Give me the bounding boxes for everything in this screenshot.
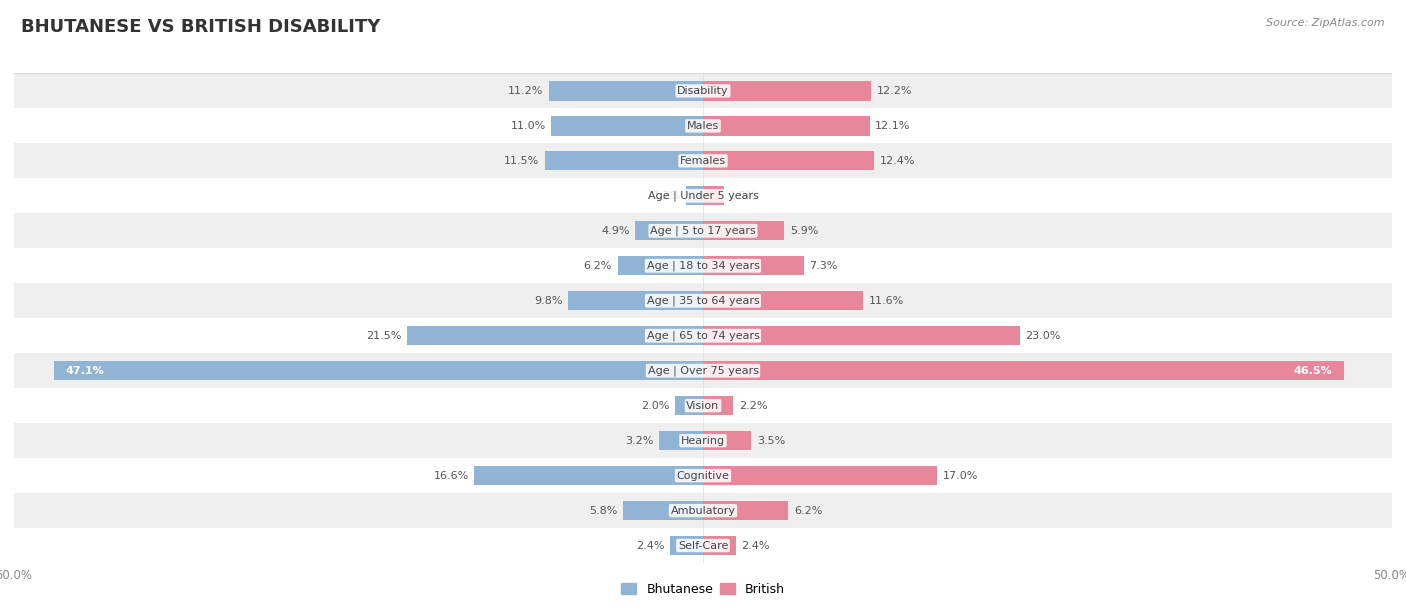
Text: Disability: Disability bbox=[678, 86, 728, 96]
Bar bbox=[636, 221, 703, 241]
Text: 12.2%: 12.2% bbox=[876, 86, 912, 96]
Text: Females: Females bbox=[681, 156, 725, 166]
Text: BHUTANESE VS BRITISH DISABILITY: BHUTANESE VS BRITISH DISABILITY bbox=[21, 18, 381, 36]
Text: Age | 35 to 64 years: Age | 35 to 64 years bbox=[647, 296, 759, 306]
Bar bbox=[551, 116, 703, 135]
Text: 1.5%: 1.5% bbox=[730, 191, 758, 201]
Bar bbox=[14, 493, 1392, 528]
Bar bbox=[703, 221, 785, 241]
Text: 12.4%: 12.4% bbox=[879, 156, 915, 166]
Text: Self-Care: Self-Care bbox=[678, 540, 728, 551]
Bar bbox=[703, 536, 737, 555]
Bar bbox=[669, 536, 703, 555]
Bar bbox=[14, 528, 1392, 563]
Text: Age | Under 5 years: Age | Under 5 years bbox=[648, 190, 758, 201]
Bar bbox=[14, 423, 1392, 458]
Text: 9.8%: 9.8% bbox=[534, 296, 562, 306]
Text: 7.3%: 7.3% bbox=[808, 261, 838, 271]
Bar bbox=[703, 186, 724, 206]
Bar bbox=[14, 178, 1392, 214]
Bar bbox=[617, 256, 703, 275]
Bar bbox=[53, 361, 703, 380]
Text: Males: Males bbox=[688, 121, 718, 131]
Text: Cognitive: Cognitive bbox=[676, 471, 730, 480]
Bar bbox=[14, 458, 1392, 493]
Text: 46.5%: 46.5% bbox=[1294, 366, 1333, 376]
Text: 5.8%: 5.8% bbox=[589, 506, 617, 515]
Bar bbox=[686, 186, 703, 206]
Bar bbox=[14, 388, 1392, 423]
Bar bbox=[568, 291, 703, 310]
Bar bbox=[703, 326, 1019, 345]
Text: 4.9%: 4.9% bbox=[602, 226, 630, 236]
Bar bbox=[623, 501, 703, 520]
Text: Age | 65 to 74 years: Age | 65 to 74 years bbox=[647, 330, 759, 341]
Text: 6.2%: 6.2% bbox=[794, 506, 823, 515]
Text: Ambulatory: Ambulatory bbox=[671, 506, 735, 515]
Text: 11.0%: 11.0% bbox=[510, 121, 546, 131]
Bar bbox=[474, 466, 703, 485]
Text: 17.0%: 17.0% bbox=[943, 471, 979, 480]
Text: 3.5%: 3.5% bbox=[756, 436, 785, 446]
Bar bbox=[406, 326, 703, 345]
Text: 11.6%: 11.6% bbox=[869, 296, 904, 306]
Bar bbox=[703, 291, 863, 310]
Bar bbox=[703, 256, 804, 275]
Bar bbox=[659, 431, 703, 450]
Text: 3.2%: 3.2% bbox=[626, 436, 654, 446]
Text: 11.5%: 11.5% bbox=[503, 156, 538, 166]
Text: 1.2%: 1.2% bbox=[652, 191, 681, 201]
Bar bbox=[703, 81, 872, 100]
Bar bbox=[703, 361, 1344, 380]
Text: Age | 5 to 17 years: Age | 5 to 17 years bbox=[650, 226, 756, 236]
Bar bbox=[14, 108, 1392, 143]
Bar bbox=[544, 151, 703, 171]
Text: 23.0%: 23.0% bbox=[1025, 330, 1060, 341]
Legend: Bhutanese, British: Bhutanese, British bbox=[616, 578, 790, 601]
Bar bbox=[703, 431, 751, 450]
Text: 47.1%: 47.1% bbox=[65, 366, 104, 376]
Text: 2.4%: 2.4% bbox=[636, 540, 665, 551]
Bar bbox=[14, 143, 1392, 178]
Bar bbox=[14, 248, 1392, 283]
Text: Age | Over 75 years: Age | Over 75 years bbox=[648, 365, 758, 376]
Text: 5.9%: 5.9% bbox=[790, 226, 818, 236]
Bar bbox=[703, 501, 789, 520]
Text: 16.6%: 16.6% bbox=[433, 471, 468, 480]
Bar bbox=[14, 318, 1392, 353]
Text: Vision: Vision bbox=[686, 401, 720, 411]
Bar bbox=[14, 73, 1392, 108]
Bar bbox=[703, 116, 870, 135]
Text: 11.2%: 11.2% bbox=[508, 86, 543, 96]
Bar bbox=[675, 396, 703, 416]
Bar bbox=[703, 466, 938, 485]
Bar bbox=[703, 396, 734, 416]
Text: 21.5%: 21.5% bbox=[366, 330, 401, 341]
Bar bbox=[14, 214, 1392, 248]
Text: Source: ZipAtlas.com: Source: ZipAtlas.com bbox=[1267, 18, 1385, 28]
Text: Hearing: Hearing bbox=[681, 436, 725, 446]
Bar bbox=[14, 353, 1392, 388]
Text: 12.1%: 12.1% bbox=[876, 121, 911, 131]
Text: 2.2%: 2.2% bbox=[738, 401, 768, 411]
Text: 6.2%: 6.2% bbox=[583, 261, 612, 271]
Bar bbox=[14, 283, 1392, 318]
Text: Age | 18 to 34 years: Age | 18 to 34 years bbox=[647, 261, 759, 271]
Bar bbox=[703, 151, 875, 171]
Text: 2.4%: 2.4% bbox=[741, 540, 770, 551]
Text: 2.0%: 2.0% bbox=[641, 401, 669, 411]
Bar bbox=[548, 81, 703, 100]
